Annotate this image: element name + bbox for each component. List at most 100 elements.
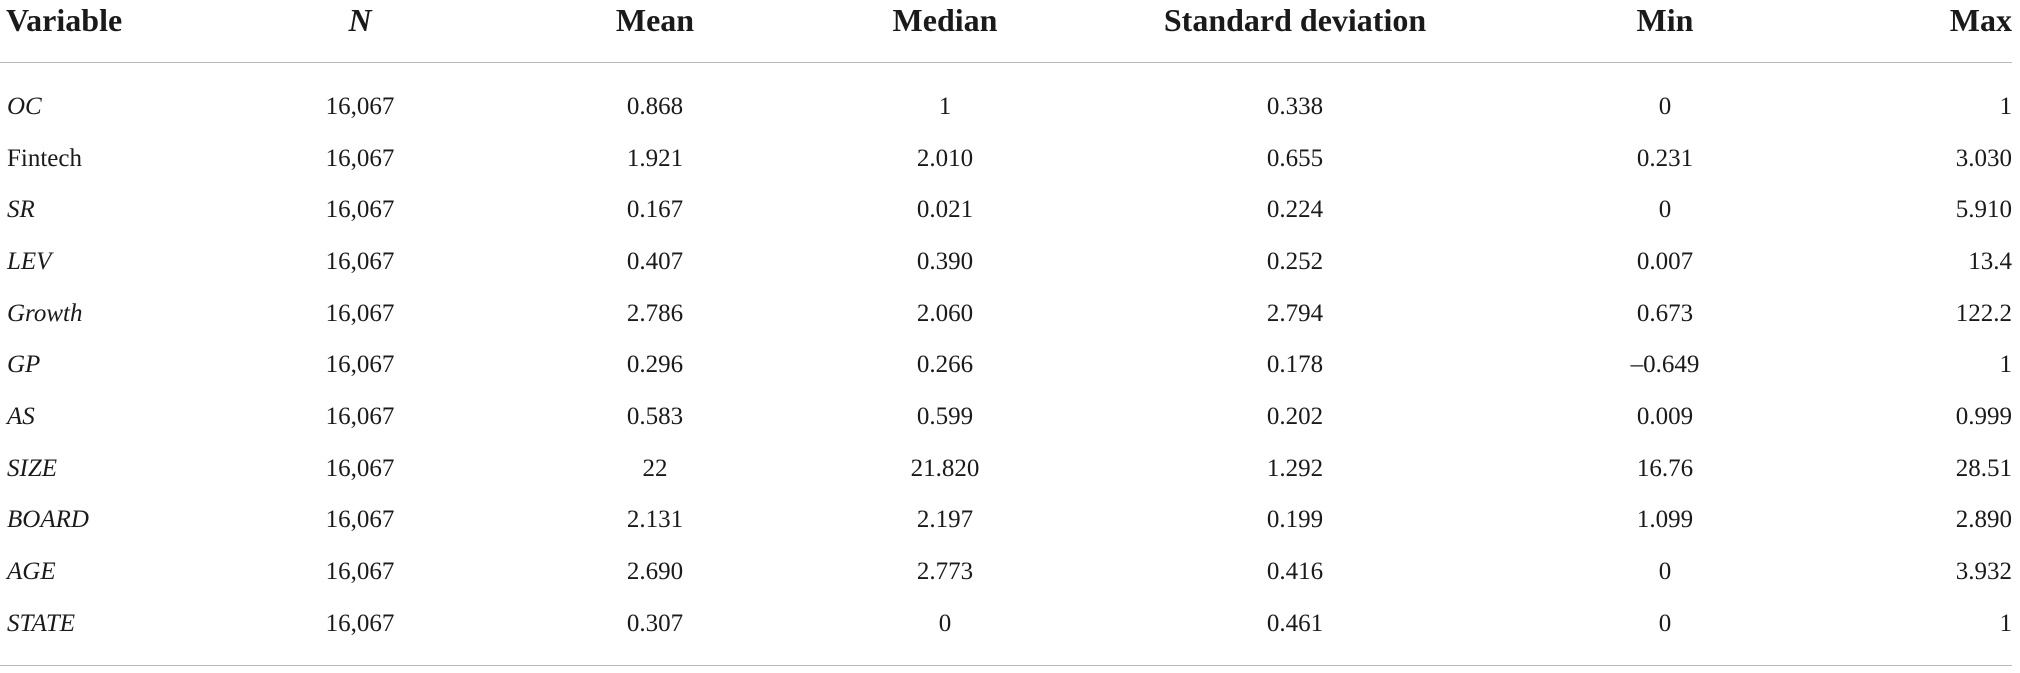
- cell-mean: 0.583: [626, 402, 684, 430]
- cell-standard-deviation: 1.292: [1266, 454, 1324, 482]
- cell-standard-deviation: 2.794: [1266, 299, 1324, 327]
- table-row: SR 16,067 0.167 0.021 0.224 0 5.910: [0, 184, 2012, 236]
- cell-mean: 22: [642, 454, 668, 482]
- cell-mean: 0.407: [626, 247, 684, 275]
- cell-variable: AS: [7, 402, 35, 430]
- cell-standard-deviation: 0.199: [1266, 506, 1324, 534]
- cell-min: 0: [1658, 196, 1672, 224]
- cell-max: 13.4: [1968, 247, 2012, 275]
- cell-max: 1: [1999, 92, 2013, 120]
- cell-min: 0.231: [1636, 144, 1694, 172]
- header-max: Max: [1830, 0, 2012, 63]
- cell-standard-deviation: 0.202: [1266, 402, 1324, 430]
- cell-median: 2.010: [916, 144, 974, 172]
- cell-min: 0: [1658, 92, 1672, 120]
- cell-median: 21.820: [910, 454, 980, 482]
- cell-variable: STATE: [7, 609, 76, 637]
- header-mean: Mean: [510, 0, 800, 63]
- cell-n: 16,067: [325, 196, 395, 224]
- cell-variable: SR: [7, 196, 35, 224]
- cell-n: 16,067: [325, 144, 395, 172]
- cell-n: 16,067: [325, 351, 395, 379]
- cell-max: 5.910: [1955, 196, 2012, 224]
- cell-standard-deviation: 0.178: [1266, 351, 1324, 379]
- table-row: LEV 16,067 0.407 0.390 0.252 0.007 13.4: [0, 236, 2012, 288]
- cell-max: 122.2: [1955, 299, 2012, 327]
- cell-variable: Growth: [7, 299, 83, 327]
- cell-n: 16,067: [325, 247, 395, 275]
- header-n: N: [210, 0, 510, 63]
- header-variable: Variable: [0, 0, 210, 63]
- cell-max: 2.890: [1955, 506, 2012, 534]
- table-row: STATE 16,067 0.307 0 0.461 0 1: [0, 598, 2012, 650]
- cell-standard-deviation: 0.338: [1266, 92, 1324, 120]
- table-row: AS 16,067 0.583 0.599 0.202 0.009 0.999: [0, 391, 2012, 443]
- cell-mean: 0.307: [626, 609, 684, 637]
- cell-n: 16,067: [325, 299, 395, 327]
- cell-min: 1.099: [1636, 506, 1694, 534]
- table-row: Fintech 16,067 1.921 2.010 0.655 0.231 3.030: [0, 133, 2012, 185]
- cell-variable: GP: [7, 351, 41, 379]
- cell-mean: 1.921: [626, 144, 684, 172]
- cell-standard-deviation: 0.224: [1266, 196, 1324, 224]
- cell-min: 0.007: [1636, 247, 1694, 275]
- cell-min: 0: [1658, 558, 1672, 586]
- cell-max: 1: [1999, 351, 2013, 379]
- table-body: OC 16,067 0.868 1 0.338 0 1 Fintech 16,067 1.921 2…: [0, 63, 2012, 650]
- table-row: GP 16,067 0.296 0.266 0.178 –0.649 1: [0, 339, 2012, 391]
- cell-min: 0.009: [1636, 402, 1694, 430]
- cell-max: 1: [1999, 609, 2013, 637]
- cell-standard-deviation: 0.655: [1266, 144, 1324, 172]
- table-row: Growth 16,067 2.786 2.060 2.794 0.673 122.2: [0, 288, 2012, 340]
- cell-variable: SIZE: [7, 454, 57, 482]
- cell-median: 1: [938, 92, 952, 120]
- cell-standard-deviation: 0.416: [1266, 558, 1324, 586]
- table-row: BOARD 16,067 2.131 2.197 0.199 1.099 2.890: [0, 495, 2012, 547]
- table-row: AGE 16,067 2.690 2.773 0.416 0 3.932: [0, 546, 2012, 598]
- cell-n: 16,067: [325, 558, 395, 586]
- cell-standard-deviation: 0.252: [1266, 247, 1324, 275]
- header-standard-deviation: Standard deviation: [1090, 0, 1500, 63]
- cell-n: 16,067: [325, 506, 395, 534]
- cell-n: 16,067: [325, 609, 395, 637]
- cell-min: 0.673: [1636, 299, 1694, 327]
- table-bottom-rule: [0, 665, 2012, 666]
- cell-mean: 2.786: [626, 299, 684, 327]
- cell-variable: Fintech: [7, 144, 82, 172]
- cell-max: 3.932: [1955, 558, 2012, 586]
- cell-variable: OC: [7, 92, 42, 120]
- table-row: SIZE 16,067 22 21.820 1.292 16.76 28.51: [0, 443, 2012, 495]
- descriptive-statistics-table: Variable N Mean Median Standard deviatio…: [0, 0, 2012, 650]
- cell-mean: 0.296: [626, 351, 684, 379]
- header-median: Median: [800, 0, 1090, 63]
- cell-median: 2.773: [916, 558, 974, 586]
- cell-median: 2.197: [916, 506, 974, 534]
- cell-median: 0.599: [916, 402, 974, 430]
- cell-variable: AGE: [7, 558, 56, 586]
- header-min: Min: [1500, 0, 1830, 63]
- cell-variable: BOARD: [7, 506, 89, 534]
- cell-median: 0: [938, 609, 952, 637]
- cell-standard-deviation: 0.461: [1266, 609, 1324, 637]
- cell-min: –0.649: [1630, 351, 1700, 379]
- table-row: OC 16,067 0.868 1 0.338 0 1: [0, 63, 2012, 133]
- table-header: Variable N Mean Median Standard deviatio…: [0, 0, 2012, 63]
- cell-n: 16,067: [325, 402, 395, 430]
- cell-mean: 2.690: [626, 558, 684, 586]
- cell-n: 16,067: [325, 92, 395, 120]
- cell-max: 28.51: [1955, 454, 2012, 482]
- cell-max: 0.999: [1955, 402, 2012, 430]
- cell-median: 0.390: [916, 247, 974, 275]
- cell-mean: 0.167: [626, 196, 684, 224]
- cell-min: 16.76: [1636, 454, 1694, 482]
- cell-mean: 2.131: [626, 506, 684, 534]
- cell-mean: 0.868: [626, 92, 684, 120]
- cell-median: 2.060: [916, 299, 974, 327]
- cell-n: 16,067: [325, 454, 395, 482]
- cell-variable: LEV: [7, 247, 52, 275]
- header-row: Variable N Mean Median Standard deviatio…: [0, 0, 2012, 63]
- cell-max: 3.030: [1955, 144, 2012, 172]
- cell-median: 0.021: [916, 196, 974, 224]
- cell-median: 0.266: [916, 351, 974, 379]
